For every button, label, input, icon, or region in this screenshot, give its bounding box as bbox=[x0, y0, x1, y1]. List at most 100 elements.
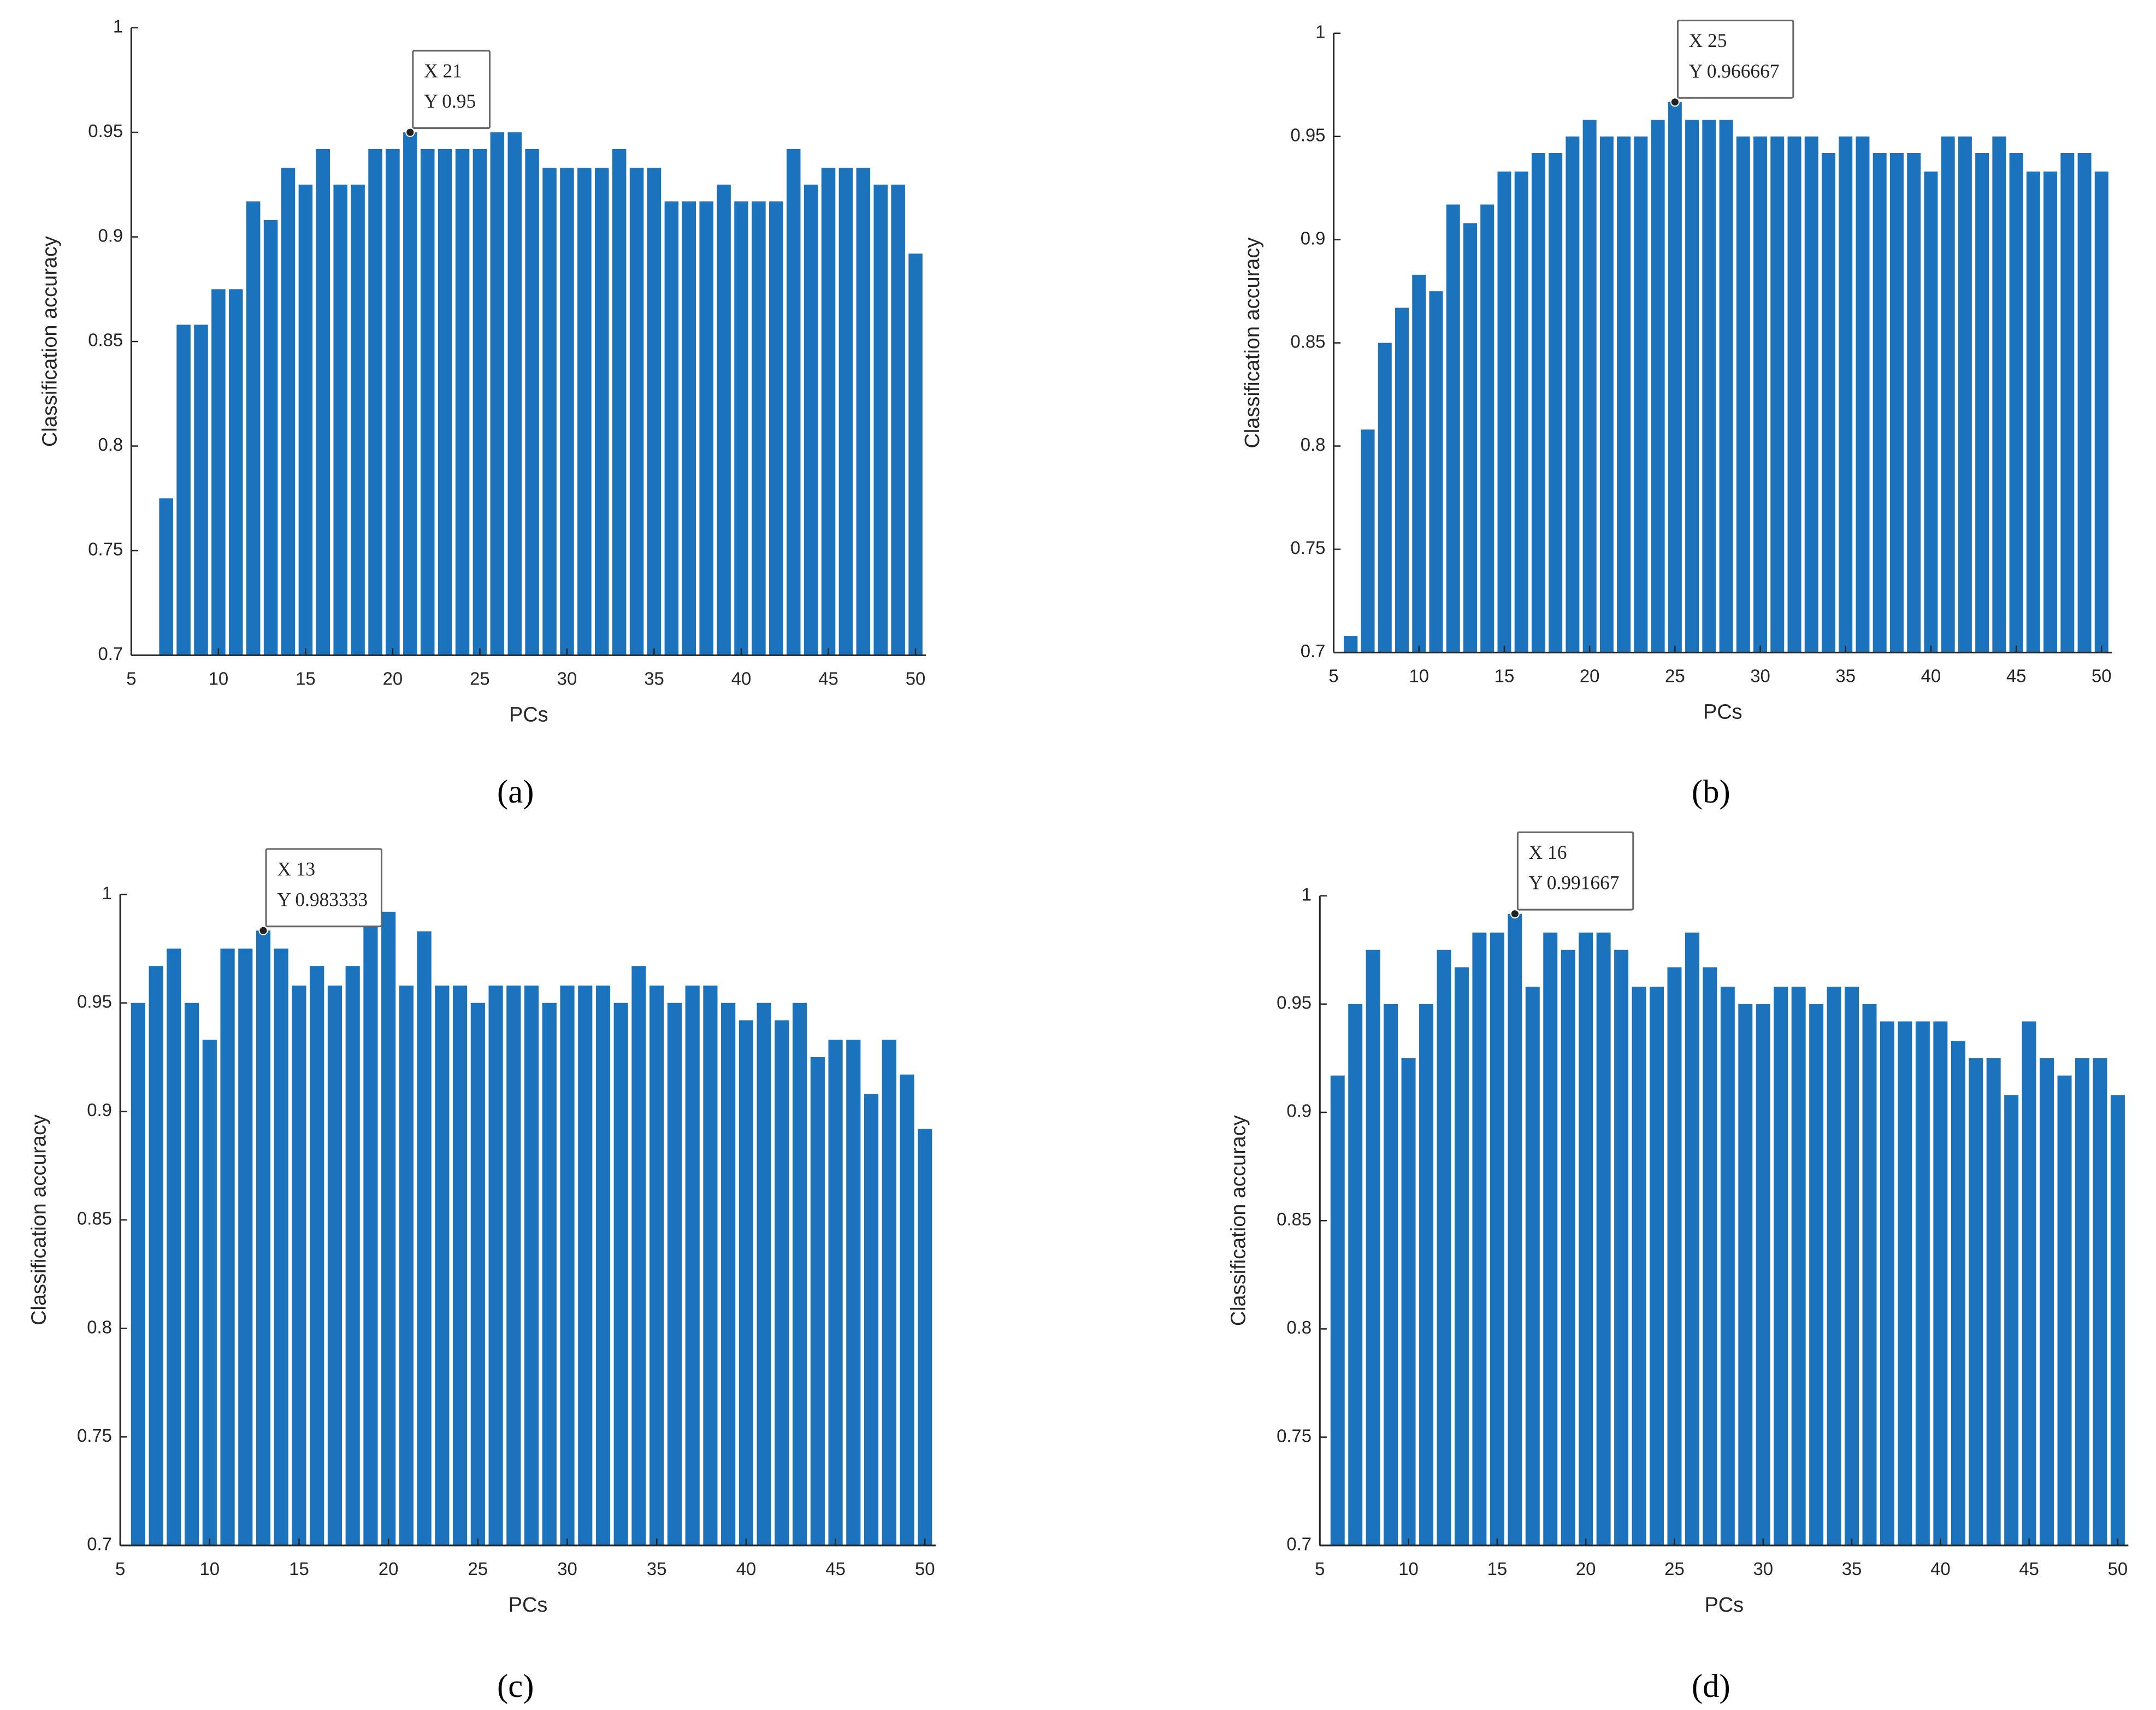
bar bbox=[1898, 1021, 1912, 1546]
y-tick-label: 0.9 bbox=[1301, 228, 1326, 248]
bar bbox=[345, 966, 360, 1546]
datatip: X 21 Y 0.95 bbox=[412, 50, 491, 129]
x-tick-label: 40 bbox=[1930, 1559, 1951, 1579]
bar bbox=[1497, 171, 1511, 653]
x-tick-label: 50 bbox=[906, 669, 926, 689]
bar bbox=[1889, 152, 1904, 653]
bar bbox=[1702, 120, 1716, 653]
bar bbox=[229, 289, 243, 656]
x-tick-label: 10 bbox=[1398, 1559, 1419, 1579]
bar bbox=[1651, 120, 1665, 653]
x-tick-label: 35 bbox=[1835, 666, 1856, 686]
x-tick-label: 40 bbox=[731, 669, 752, 689]
bar bbox=[2094, 171, 2108, 653]
bar bbox=[399, 985, 414, 1546]
y-tick-label: 0.8 bbox=[1286, 1317, 1312, 1337]
bar bbox=[786, 149, 801, 656]
bar bbox=[524, 985, 539, 1546]
x-tick-label: 5 bbox=[1315, 1559, 1325, 1579]
x-tick-label: 20 bbox=[383, 669, 403, 689]
bar bbox=[1720, 987, 1735, 1546]
bar bbox=[682, 201, 696, 656]
bar bbox=[327, 985, 342, 1546]
bar bbox=[1719, 120, 1733, 653]
bar bbox=[1361, 429, 1375, 653]
bar bbox=[453, 985, 468, 1546]
bar bbox=[685, 985, 700, 1546]
bar bbox=[274, 948, 288, 1546]
x-tick-label: 5 bbox=[126, 669, 136, 689]
bar bbox=[1419, 1004, 1434, 1546]
datatip-text: X 21 bbox=[424, 60, 462, 81]
bar bbox=[578, 985, 593, 1546]
bar bbox=[1330, 1075, 1345, 1546]
bar bbox=[1582, 120, 1597, 653]
bar bbox=[1531, 152, 1545, 653]
datatip-text: Y 0.966667 bbox=[1689, 60, 1780, 82]
bar bbox=[159, 498, 173, 656]
bar bbox=[1566, 136, 1580, 653]
bar bbox=[1915, 1021, 1930, 1546]
bar bbox=[757, 1003, 771, 1546]
x-tick-label: 15 bbox=[1495, 666, 1515, 686]
bar bbox=[131, 1003, 145, 1546]
bar bbox=[1809, 1004, 1824, 1546]
x-tick-label: 40 bbox=[736, 1559, 757, 1579]
datatip-text: X 16 bbox=[1529, 841, 1567, 863]
datatip-point bbox=[405, 127, 415, 137]
bar bbox=[1941, 136, 1955, 653]
x-tick-label: 5 bbox=[115, 1559, 125, 1579]
datatip-box bbox=[412, 50, 491, 129]
bar bbox=[1975, 152, 1989, 653]
bar bbox=[1804, 136, 1818, 653]
bar bbox=[351, 184, 365, 656]
bar bbox=[1384, 1004, 1398, 1546]
bar bbox=[1378, 343, 1392, 653]
bar bbox=[1827, 987, 1841, 1546]
y-tick-label: 0.85 bbox=[88, 330, 123, 350]
bar bbox=[420, 149, 435, 656]
bar bbox=[769, 201, 783, 656]
x-tick-label: 20 bbox=[379, 1559, 399, 1579]
bar bbox=[2060, 152, 2075, 653]
bar bbox=[1599, 136, 1614, 653]
bar bbox=[821, 168, 836, 656]
bar bbox=[1579, 933, 1593, 1546]
y-tick-label: 1 bbox=[102, 883, 112, 903]
datatip-point bbox=[1670, 97, 1680, 107]
bar bbox=[1839, 136, 1853, 653]
bar bbox=[734, 201, 748, 656]
bar bbox=[176, 325, 191, 656]
bar bbox=[649, 985, 664, 1546]
y-tick-label: 0.75 bbox=[1277, 1425, 1312, 1446]
datatip: X 16 Y 0.991667 bbox=[1516, 831, 1634, 911]
bar bbox=[386, 149, 400, 656]
caption: (b) bbox=[1692, 774, 1730, 810]
y-tick-label: 0.85 bbox=[77, 1208, 112, 1229]
bar bbox=[246, 201, 261, 656]
bar bbox=[2040, 1058, 2054, 1546]
y-tick-label: 0.75 bbox=[88, 539, 123, 559]
bar bbox=[1395, 308, 1409, 653]
bar bbox=[1958, 136, 1972, 653]
bar bbox=[613, 1003, 628, 1546]
y-tick-label: 0.8 bbox=[98, 434, 123, 455]
bar bbox=[2009, 152, 2023, 653]
bar bbox=[455, 149, 470, 656]
bar bbox=[1703, 967, 1717, 1546]
x-tick-label: 50 bbox=[2108, 1559, 2128, 1579]
x-tick-label: 35 bbox=[644, 669, 664, 689]
bar bbox=[918, 1129, 932, 1546]
bar bbox=[664, 201, 679, 656]
datatip-box bbox=[1516, 831, 1634, 911]
bar bbox=[506, 985, 521, 1546]
bar bbox=[194, 325, 208, 656]
x-tick-label: 25 bbox=[1665, 666, 1685, 686]
bar bbox=[1454, 967, 1469, 1546]
bar bbox=[1446, 204, 1460, 653]
y-tick-label: 0.75 bbox=[77, 1425, 112, 1446]
y-tick-label: 0.7 bbox=[98, 644, 123, 664]
bar bbox=[1986, 1058, 2001, 1546]
bar bbox=[292, 985, 306, 1546]
